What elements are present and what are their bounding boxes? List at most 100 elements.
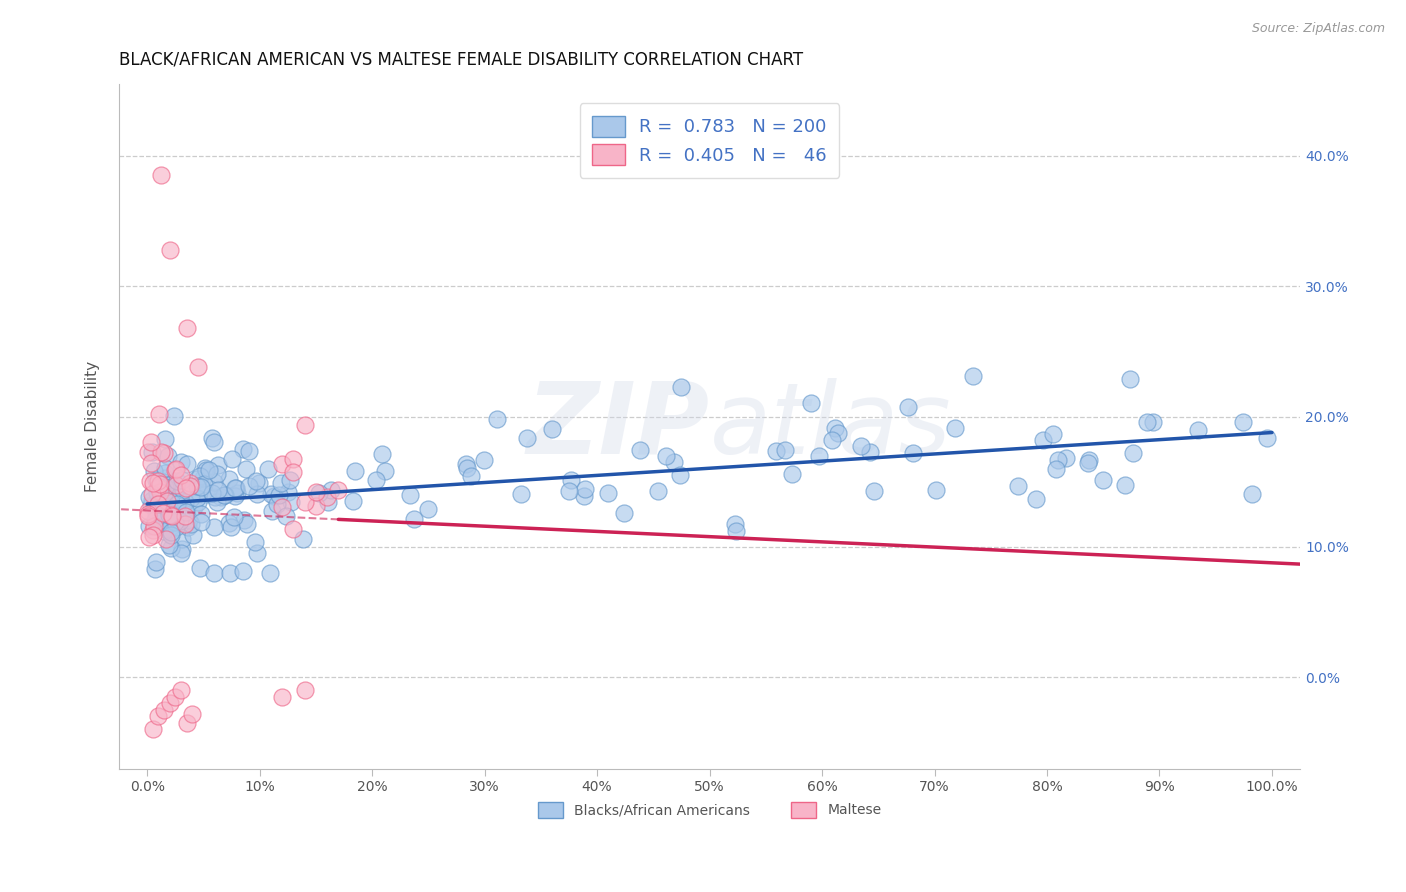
Point — [190, 507, 212, 521]
Point — [226, 485, 249, 500]
Point — [278, 473, 301, 487]
Point — [139, 435, 162, 450]
Point — [266, 497, 288, 511]
Point — [202, 435, 225, 450]
Point — [160, 489, 183, 503]
Point — [197, 462, 219, 476]
Point — [292, 533, 315, 547]
Point — [145, 507, 167, 521]
Point — [235, 461, 257, 475]
Point — [141, 493, 163, 508]
Point — [174, 481, 197, 495]
Point — [1077, 457, 1099, 471]
Point — [486, 412, 509, 426]
Point — [139, 456, 162, 470]
Point — [1114, 477, 1136, 491]
Point — [901, 446, 924, 460]
Point — [236, 517, 259, 532]
Point — [153, 514, 176, 528]
Point — [516, 431, 538, 445]
Point — [152, 488, 174, 502]
Point — [141, 487, 163, 501]
Point — [160, 507, 183, 521]
Point — [232, 564, 254, 578]
Point — [172, 483, 194, 497]
Point — [271, 500, 294, 515]
Point — [145, 555, 167, 569]
Point — [669, 467, 692, 482]
Point — [153, 466, 176, 480]
Point — [204, 490, 226, 504]
Point — [399, 487, 422, 501]
Point — [245, 475, 267, 489]
Point — [821, 434, 844, 448]
Point — [186, 472, 208, 486]
Point — [143, 513, 166, 527]
Point — [174, 495, 197, 509]
Point — [138, 530, 160, 544]
Point — [160, 508, 183, 523]
Point — [181, 706, 204, 721]
Point — [827, 425, 849, 440]
Point — [166, 474, 188, 488]
Point — [218, 472, 240, 486]
Point — [165, 462, 187, 476]
Point — [238, 444, 260, 458]
Point — [305, 500, 328, 514]
Point — [224, 489, 246, 503]
Point — [143, 498, 166, 512]
Point — [145, 507, 167, 521]
Point — [247, 475, 270, 490]
Point — [152, 506, 174, 520]
Point — [1136, 416, 1159, 430]
Point — [669, 379, 692, 393]
Point — [1122, 446, 1144, 460]
Point — [170, 468, 193, 483]
Y-axis label: Female Disability: Female Disability — [86, 360, 100, 491]
Point — [169, 455, 191, 469]
Point — [166, 497, 188, 511]
Point — [155, 499, 177, 513]
Point — [181, 528, 204, 542]
Point — [195, 463, 218, 477]
Point — [219, 566, 242, 580]
Point — [190, 480, 212, 494]
Point — [1032, 433, 1054, 447]
Point — [1092, 474, 1115, 488]
Point — [283, 465, 305, 479]
Point — [159, 541, 181, 555]
Point — [280, 495, 302, 509]
Point — [225, 481, 247, 495]
Point — [418, 501, 440, 516]
Point — [136, 504, 159, 518]
Point — [156, 493, 179, 508]
Point — [160, 508, 183, 522]
Point — [136, 508, 159, 522]
Point — [187, 495, 209, 509]
Point — [190, 516, 212, 530]
Point — [163, 515, 186, 529]
Point — [283, 522, 305, 536]
Point — [270, 476, 292, 491]
Point — [153, 506, 176, 520]
Point — [165, 520, 187, 534]
Point — [943, 420, 966, 434]
Point — [156, 449, 179, 463]
Point — [308, 486, 330, 500]
Point — [1042, 427, 1064, 442]
Point — [152, 445, 174, 459]
Point — [163, 463, 186, 477]
Point — [204, 520, 226, 534]
Point — [613, 506, 636, 520]
Point — [224, 510, 246, 524]
Point — [267, 488, 290, 502]
Point — [141, 445, 163, 459]
Point — [166, 503, 188, 517]
Point — [370, 447, 392, 461]
Point — [1240, 486, 1263, 500]
Point — [271, 690, 294, 704]
Point — [155, 486, 177, 500]
Point — [374, 463, 396, 477]
Point — [962, 368, 984, 383]
Point — [172, 473, 194, 487]
